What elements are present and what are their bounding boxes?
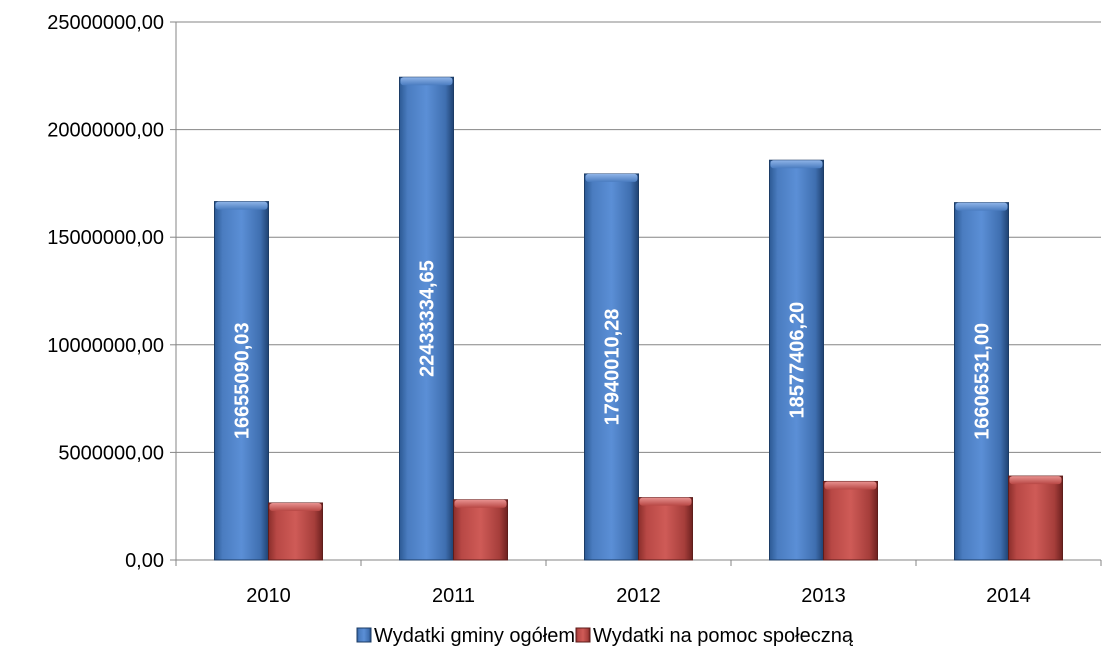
x-tick-label: 2012 (616, 585, 661, 607)
bar-total-2010 (214, 201, 269, 561)
legend: Wydatki gminy ogółem Wydatki na pomoc spo… (356, 625, 854, 647)
bar-cap (269, 502, 322, 511)
legend-swatch (575, 627, 591, 643)
y-tick-label: 0,00 (125, 550, 164, 572)
y-tick-label: 10000000,00 (47, 335, 164, 357)
y-tick-label: 15000000,00 (47, 227, 164, 249)
x-tick-label: 2013 (801, 585, 846, 607)
legend-label: Wydatki na pomoc społeczną (593, 625, 854, 647)
data-label: 16606531,00 (972, 323, 994, 440)
bar-social-2014 (1008, 475, 1063, 561)
legend-label: Wydatki gminy ogółem (374, 625, 575, 647)
bar-social-2010 (268, 502, 323, 561)
bar-cap (770, 160, 823, 169)
bars (214, 76, 1063, 561)
bar-total-2011 (399, 76, 454, 561)
x-tick-label: 2011 (432, 585, 475, 607)
x-tick-label: 2010 (246, 585, 291, 607)
data-label: 17940010,28 (602, 309, 624, 426)
bar-body (823, 480, 878, 561)
bar-cap (1009, 476, 1062, 485)
x-tick-label: 2014 (986, 585, 1031, 607)
bar-social-2012 (638, 497, 693, 561)
bar-cap (585, 173, 638, 182)
bar-body (1008, 475, 1063, 561)
bar-cap (400, 77, 453, 86)
bar-body (638, 497, 693, 561)
data-label: 16655090,03 (232, 322, 254, 439)
data-label: 18577406,20 (787, 302, 809, 419)
legend-swatch (356, 627, 372, 643)
y-tick-label: 5000000,00 (58, 442, 164, 464)
bar-cap (454, 499, 507, 508)
axes: 0,00 5000000,00 10000000,00 15000000,00 2000… (47, 12, 1102, 607)
bar-body (453, 499, 508, 561)
bar-cap (639, 497, 692, 506)
bar-cap (215, 201, 268, 210)
data-label: 22433334,65 (417, 260, 439, 377)
bar-social-2011 (453, 499, 508, 561)
bar-body (268, 502, 323, 561)
bar-cap (955, 202, 1008, 211)
bar-total-2013 (769, 159, 824, 561)
bar-body (584, 173, 639, 561)
y-tick-label: 20000000,00 (47, 120, 164, 142)
bar-body (769, 159, 824, 561)
bar-social-2013 (823, 480, 878, 561)
y-tick-label: 25000000,00 (47, 12, 164, 34)
labels: 16655090,03 22433334,65 17940010,28 1857740… (232, 260, 994, 439)
bar-total-2012 (584, 173, 639, 561)
bar-total-2014 (954, 202, 1009, 561)
bar-cap (824, 481, 877, 490)
